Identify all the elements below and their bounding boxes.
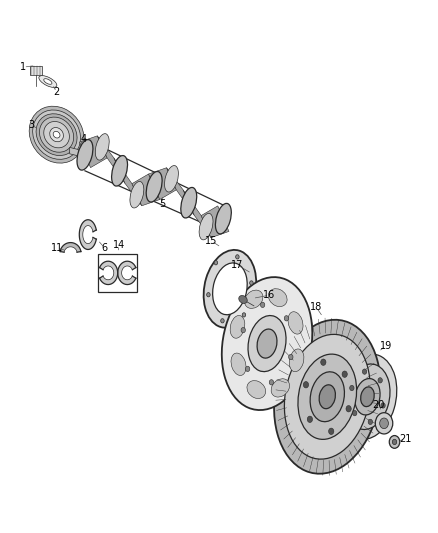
Polygon shape <box>201 206 229 238</box>
Polygon shape <box>132 174 160 206</box>
Circle shape <box>241 327 245 333</box>
Ellipse shape <box>248 316 286 372</box>
Ellipse shape <box>360 387 374 407</box>
Circle shape <box>207 293 210 297</box>
Ellipse shape <box>274 320 381 474</box>
Ellipse shape <box>338 354 397 439</box>
Ellipse shape <box>230 316 245 338</box>
Circle shape <box>362 369 367 374</box>
Circle shape <box>328 428 334 434</box>
Polygon shape <box>70 148 78 156</box>
Text: 20: 20 <box>373 400 385 410</box>
Polygon shape <box>118 261 136 285</box>
Text: 1: 1 <box>20 62 26 72</box>
Ellipse shape <box>212 263 247 315</box>
Circle shape <box>350 385 354 391</box>
Circle shape <box>289 354 293 360</box>
Circle shape <box>392 439 397 445</box>
Ellipse shape <box>77 140 93 170</box>
Ellipse shape <box>199 213 213 240</box>
Circle shape <box>242 313 246 317</box>
Ellipse shape <box>29 106 84 163</box>
Text: 5: 5 <box>159 199 166 209</box>
Circle shape <box>284 316 289 321</box>
Circle shape <box>261 302 265 308</box>
Ellipse shape <box>310 372 344 422</box>
Ellipse shape <box>39 76 57 87</box>
Ellipse shape <box>244 290 263 309</box>
Circle shape <box>380 418 389 429</box>
Text: 3: 3 <box>28 120 34 130</box>
Ellipse shape <box>204 250 256 328</box>
Text: 19: 19 <box>380 341 392 351</box>
Circle shape <box>381 403 385 408</box>
Text: 11: 11 <box>51 243 64 253</box>
Circle shape <box>304 382 308 388</box>
Ellipse shape <box>284 334 370 459</box>
Ellipse shape <box>33 110 81 159</box>
FancyBboxPatch shape <box>99 254 137 292</box>
Polygon shape <box>148 168 177 199</box>
Ellipse shape <box>36 114 77 156</box>
Ellipse shape <box>231 353 246 375</box>
Ellipse shape <box>355 378 380 415</box>
Ellipse shape <box>95 134 109 160</box>
Ellipse shape <box>44 122 69 148</box>
Polygon shape <box>183 190 211 238</box>
Ellipse shape <box>222 277 312 410</box>
Circle shape <box>353 410 357 416</box>
Ellipse shape <box>215 204 231 234</box>
Ellipse shape <box>44 79 52 84</box>
Ellipse shape <box>288 312 303 334</box>
FancyBboxPatch shape <box>29 66 42 75</box>
Polygon shape <box>97 136 125 183</box>
Ellipse shape <box>181 188 197 218</box>
Polygon shape <box>114 158 142 206</box>
Polygon shape <box>79 220 96 249</box>
Circle shape <box>368 419 372 424</box>
Ellipse shape <box>319 385 336 409</box>
Circle shape <box>250 281 253 285</box>
Circle shape <box>307 416 312 423</box>
Polygon shape <box>60 243 81 252</box>
Polygon shape <box>166 168 194 215</box>
Ellipse shape <box>289 349 304 372</box>
Ellipse shape <box>53 131 60 138</box>
Circle shape <box>214 261 218 265</box>
Ellipse shape <box>345 364 390 430</box>
Text: 16: 16 <box>263 290 276 300</box>
Ellipse shape <box>247 381 265 399</box>
Circle shape <box>321 359 326 366</box>
Circle shape <box>389 435 400 448</box>
Text: 15: 15 <box>205 236 218 246</box>
Text: 6: 6 <box>102 243 108 253</box>
Circle shape <box>378 378 382 383</box>
Polygon shape <box>99 261 118 285</box>
Ellipse shape <box>165 166 178 192</box>
Circle shape <box>245 366 250 372</box>
Ellipse shape <box>268 289 287 306</box>
Ellipse shape <box>271 379 290 397</box>
Circle shape <box>375 413 393 434</box>
Text: 2: 2 <box>53 87 60 97</box>
Ellipse shape <box>130 182 144 208</box>
Ellipse shape <box>50 127 64 142</box>
Ellipse shape <box>257 329 277 358</box>
Polygon shape <box>79 136 107 167</box>
Circle shape <box>221 319 224 323</box>
Ellipse shape <box>39 117 74 152</box>
Circle shape <box>236 255 239 259</box>
Circle shape <box>269 379 274 385</box>
Ellipse shape <box>298 354 357 439</box>
Text: 18: 18 <box>310 302 322 312</box>
Circle shape <box>342 371 347 377</box>
Text: 17: 17 <box>231 260 244 270</box>
Ellipse shape <box>239 295 247 303</box>
Ellipse shape <box>112 156 127 186</box>
Text: 4: 4 <box>81 134 87 144</box>
Circle shape <box>346 406 351 412</box>
Text: 21: 21 <box>399 434 412 445</box>
Text: 14: 14 <box>113 240 125 250</box>
Ellipse shape <box>146 172 162 202</box>
